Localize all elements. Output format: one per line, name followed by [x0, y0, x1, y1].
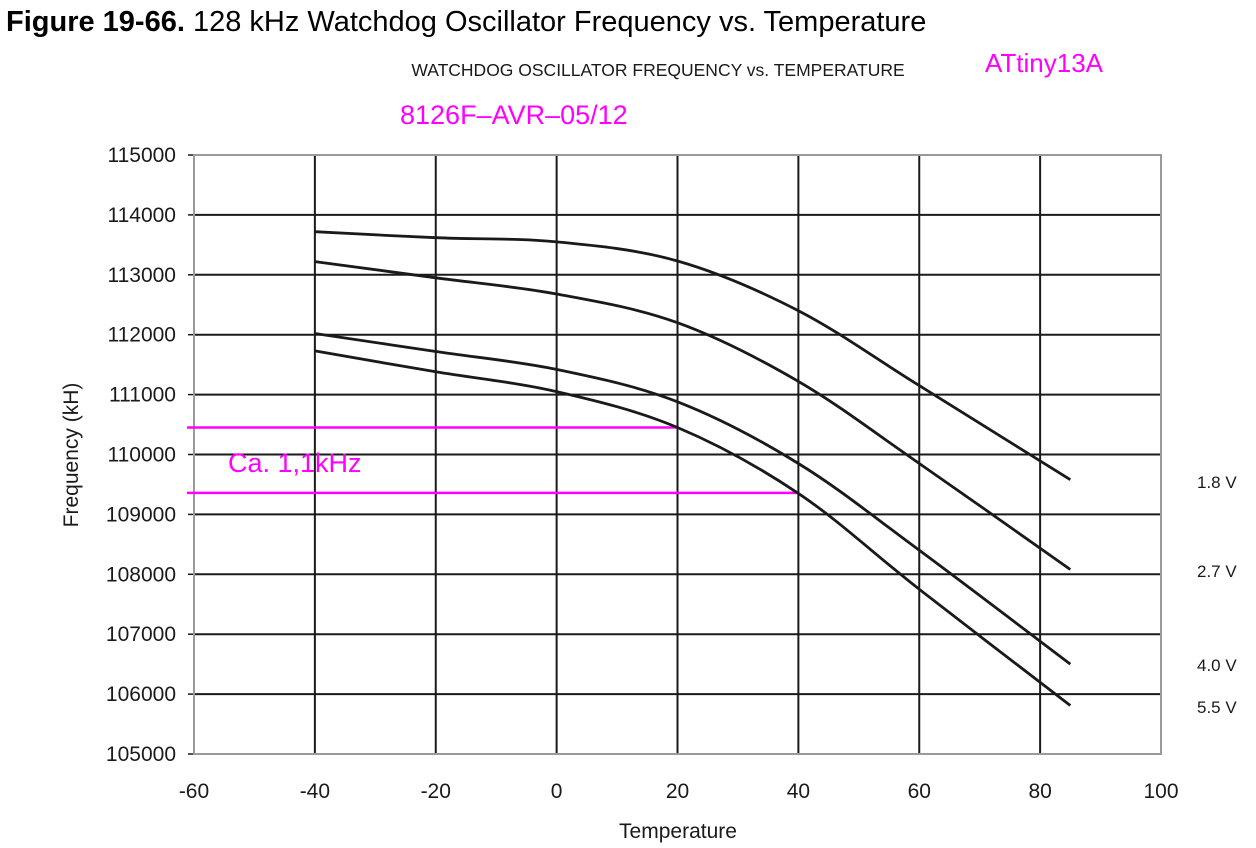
y-tick-label: 110000: [107, 444, 176, 467]
figure-number: Figure 19-66.: [6, 6, 185, 38]
y-axis-label: Frequency (kH): [60, 383, 83, 528]
y-tick-label: 107000: [106, 623, 176, 646]
x-axis-label: Temperature: [619, 820, 737, 843]
y-tick-label: 109000: [106, 503, 176, 526]
grid: [188, 154, 1161, 755]
series-line-0: [314, 230, 1072, 481]
series-line-2: [314, 332, 1072, 666]
x-tick-label: -60: [179, 780, 209, 803]
legend: 1.8 V 2.7 V 4.0 V 5.5 V: [1197, 473, 1237, 717]
y-tick-label: 105000: [106, 743, 176, 766]
marker-lines: [187, 426, 799, 495]
x-tick-label: -20: [421, 780, 451, 803]
legend-label: 2.7 V: [1197, 562, 1237, 581]
y-tick-label: 114000: [107, 204, 176, 227]
annotation-device: ATtiny13A: [985, 48, 1104, 78]
x-tick-label: 60: [908, 780, 931, 803]
series-lines: [314, 230, 1072, 707]
x-tick-label: 80: [1028, 780, 1051, 803]
plot-frame: [193, 154, 1162, 755]
x-tick-label: 40: [787, 780, 810, 803]
annotation-doc-id: 8126F–AVR–05/12: [400, 100, 628, 130]
x-tick-label: -40: [300, 780, 330, 803]
tick-labels: -60 -40 -20 0 20 40 60 80 100 105000 106000 107000 1…: [106, 144, 1179, 803]
y-tick-label: 108000: [106, 563, 176, 586]
y-tick-label: 112000: [107, 324, 176, 347]
figure-caption: 128 kHz Watchdog Oscillator Frequency vs…: [192, 6, 927, 38]
legend-label: 1.8 V: [1197, 473, 1237, 492]
x-tick-label: 0: [551, 780, 563, 803]
x-tick-label: 20: [666, 780, 689, 803]
annotation-difference: Ca. 1,1kHz: [228, 448, 362, 478]
y-tick-label: 113000: [107, 264, 176, 287]
chart-title: WATCHDOG OSCILLATOR FREQUENCY vs. TEMPER…: [411, 60, 904, 80]
y-tick-label: 115000: [107, 144, 176, 167]
y-tick-label: 111000: [109, 384, 176, 407]
y-tick-label: 106000: [106, 683, 176, 706]
figure-title: Figure 19-66. 128 kHz Watchdog Oscillato…: [6, 6, 926, 39]
series-line-3: [314, 349, 1072, 707]
legend-label: 5.5 V: [1197, 698, 1237, 717]
series-line-1: [314, 260, 1072, 571]
x-tick-label: 100: [1143, 780, 1178, 803]
legend-label: 4.0 V: [1197, 656, 1237, 675]
